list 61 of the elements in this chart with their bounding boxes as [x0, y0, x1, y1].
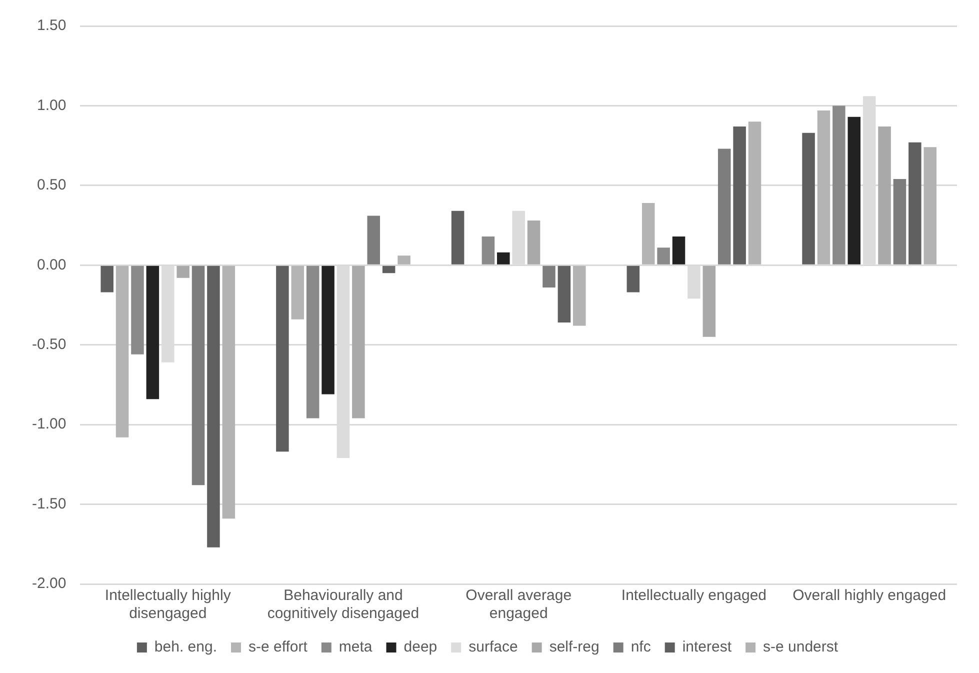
legend-label: s-e effort	[248, 638, 308, 656]
bar	[306, 266, 320, 418]
bar	[908, 142, 922, 264]
bar	[116, 266, 129, 438]
bar	[398, 256, 410, 264]
bar	[497, 252, 510, 264]
bar	[817, 110, 830, 264]
y-tick-label: -1.50	[32, 495, 66, 512]
bar	[276, 266, 289, 452]
bar	[352, 266, 365, 418]
bar	[832, 106, 846, 264]
bar	[733, 126, 746, 264]
y-tick-label: -1.00	[32, 416, 66, 433]
bar	[893, 179, 906, 264]
y-tick-label: -2.00	[32, 575, 66, 592]
legend-label: self-reg	[549, 638, 600, 656]
bar	[382, 266, 396, 274]
bar	[100, 266, 114, 292]
bar	[176, 266, 190, 278]
legend-label: interest	[682, 638, 732, 656]
bar	[878, 126, 891, 264]
bar	[482, 236, 495, 264]
bar	[702, 266, 716, 337]
legend-label: beh. eng.	[154, 638, 217, 656]
bar	[527, 220, 540, 264]
bar	[207, 266, 220, 548]
bar	[848, 116, 861, 264]
x-tick-label: Intellectually engaged	[621, 587, 767, 604]
bar	[558, 266, 571, 323]
bar	[367, 216, 380, 264]
y-tick-label: 1.00	[36, 96, 66, 114]
bar	[924, 147, 936, 264]
legend-label: deep	[404, 638, 438, 656]
bar	[291, 266, 304, 320]
bar	[222, 266, 236, 519]
bar	[451, 210, 464, 264]
legend-label: nfc	[630, 638, 652, 656]
bar	[718, 148, 731, 264]
bar	[322, 266, 334, 394]
bar	[672, 236, 686, 264]
bar	[192, 266, 205, 486]
bar	[131, 266, 144, 354]
bar	[748, 122, 762, 264]
y-tick-label: -0.50	[32, 336, 66, 353]
bar	[146, 266, 160, 400]
y-tick-label: 0.50	[36, 176, 66, 194]
y-tick-label: 0.00	[36, 256, 66, 274]
y-tick-label: 1.50	[36, 17, 66, 34]
bar	[642, 202, 655, 264]
x-tick-label: Overall highly engaged	[792, 587, 946, 604]
bar	[542, 266, 556, 288]
bar	[657, 248, 670, 264]
x-tick-label: Behaviourally and cognitively disengaged	[267, 587, 420, 622]
legend-label: surface	[468, 638, 518, 656]
x-tick-label: Overall average engaged	[466, 587, 572, 622]
x-tick-label: Intellectually highly disengaged	[104, 587, 232, 622]
bar	[802, 132, 815, 264]
legend-label: s-e underst	[763, 638, 839, 656]
legend-label: meta	[338, 638, 373, 656]
bar	[573, 266, 586, 326]
bar	[626, 266, 640, 292]
